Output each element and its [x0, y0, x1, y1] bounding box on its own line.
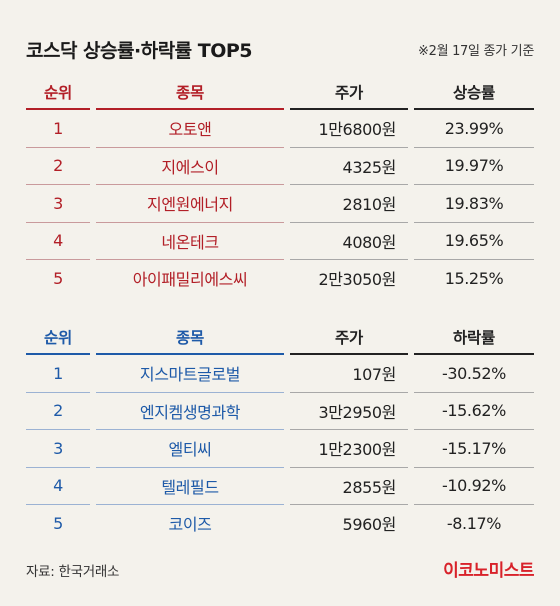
rise-name: 지에스이: [96, 148, 284, 185]
fall-rate: -15.17%: [414, 430, 534, 468]
page-title: 코스닥 상승률·하락률 TOP5: [26, 40, 253, 62]
table-row: 2 지에스이 4325원 19.97%: [26, 148, 534, 185]
fall-header-rate: 하락률: [414, 320, 534, 355]
rise-name: 오토앤: [96, 110, 284, 148]
rise-header-rank: 순위: [26, 75, 90, 110]
fall-rate: -30.52%: [414, 355, 534, 393]
fall-rank: 4: [26, 468, 90, 505]
fall-table: 순위 종목 주가 하락률 1 지스마트글로벌 107원 -30.52% 2 엔지…: [26, 320, 534, 542]
table-row: 1 지스마트글로벌 107원 -30.52%: [26, 355, 534, 393]
publisher-logo: 이코노미스트: [443, 561, 534, 581]
rise-name: 네온테크: [96, 223, 284, 260]
rise-rank: 3: [26, 185, 90, 223]
table-row: 3 엘티씨 1만2300원 -15.17%: [26, 430, 534, 468]
table-row: 3 지엔원에너지 2810원 19.83%: [26, 185, 534, 223]
fall-name: 지스마트글로벌: [96, 355, 284, 393]
fall-rank: 5: [53, 513, 63, 533]
rise-header-row: 순위 종목 주가 상승률: [26, 75, 534, 110]
fall-name: 엔지켐생명과학: [96, 393, 284, 430]
fall-price: 3만2950원: [290, 393, 408, 430]
rise-price: 2만3050원: [318, 270, 396, 290]
fall-rank: 3: [26, 430, 90, 468]
rise-price: 4080원: [290, 223, 408, 260]
fall-name: 코이즈: [168, 515, 212, 535]
fall-rate: -15.62%: [414, 393, 534, 430]
rise-rate: 23.99%: [414, 110, 534, 148]
table-row: 5 코이즈 5960원 -8.17%: [26, 505, 534, 542]
rise-header-price: 주가: [290, 75, 408, 110]
rise-rate: 19.97%: [414, 148, 534, 185]
rise-rate: 19.83%: [414, 185, 534, 223]
rise-price: 1만6800원: [290, 110, 408, 148]
source-note: 자료: 한국거래소: [26, 564, 120, 580]
table-row: 5 아이패밀리에스씨 2만3050원 15.25%: [26, 260, 534, 297]
rise-rank: 5: [53, 268, 63, 288]
rise-header-name: 종목: [96, 75, 284, 110]
fall-rank: 2: [26, 393, 90, 430]
rise-table: 순위 종목 주가 상승률 1 오토앤 1만6800원 23.99% 2 지에스이…: [26, 75, 534, 297]
rise-price: 4325원: [290, 148, 408, 185]
rise-rank: 1: [26, 110, 90, 148]
rise-rate: 19.65%: [414, 223, 534, 260]
fall-rank: 1: [26, 355, 90, 393]
fall-header-row: 순위 종목 주가 하락률: [26, 320, 534, 355]
rise-rate: 15.25%: [444, 268, 504, 288]
rise-name: 지엔원에너지: [96, 185, 284, 223]
table-row: 2 엔지켐생명과학 3만2950원 -15.62%: [26, 393, 534, 430]
fall-price: 107원: [290, 355, 408, 393]
fall-name: 엘티씨: [96, 430, 284, 468]
rise-rank: 4: [26, 223, 90, 260]
fall-header-price: 주가: [290, 320, 408, 355]
rise-name: 아이패밀리에스씨: [132, 270, 248, 290]
table-row: 1 오토앤 1만6800원 23.99%: [26, 110, 534, 148]
rise-rank: 2: [26, 148, 90, 185]
table-row: 4 텔레필드 2855원 -10.92%: [26, 468, 534, 505]
fall-header-name: 종목: [96, 320, 284, 355]
rise-header-rate: 상승률: [414, 75, 534, 110]
basis-note: ※2월 17일 종가 기준: [418, 44, 534, 59]
fall-price: 5960원: [342, 515, 397, 535]
fall-name: 텔레필드: [96, 468, 284, 505]
fall-price: 2855원: [290, 468, 408, 505]
fall-rate: -8.17%: [446, 513, 502, 533]
fall-rate: -10.92%: [414, 468, 534, 505]
table-row: 4 네온테크 4080원 19.65%: [26, 223, 534, 260]
rise-price: 2810원: [290, 185, 408, 223]
fall-header-rank: 순위: [26, 320, 90, 355]
fall-price: 1만2300원: [290, 430, 408, 468]
